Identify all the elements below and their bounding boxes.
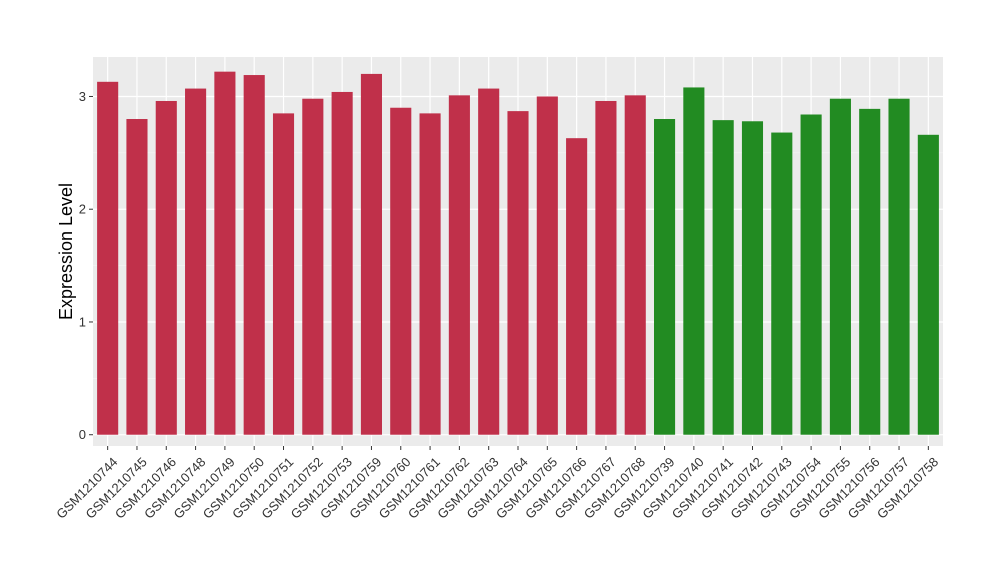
bar bbox=[419, 113, 441, 435]
bar bbox=[126, 119, 148, 435]
bar bbox=[155, 100, 177, 435]
bar bbox=[331, 91, 353, 435]
y-axis: 0 1 2 3 bbox=[79, 89, 93, 442]
bar bbox=[185, 88, 207, 435]
bar bbox=[97, 81, 119, 435]
bar bbox=[507, 111, 529, 435]
bar bbox=[829, 98, 851, 435]
bar bbox=[302, 98, 324, 435]
bar bbox=[917, 134, 939, 435]
bar bbox=[478, 88, 500, 435]
bar bbox=[683, 87, 705, 435]
y-tick-label: 1 bbox=[79, 314, 86, 329]
bar bbox=[566, 138, 588, 435]
bar bbox=[360, 73, 382, 435]
y-axis-title: Expression Level bbox=[56, 183, 76, 320]
y-tick-label: 0 bbox=[79, 427, 86, 442]
bar bbox=[214, 71, 236, 435]
bar bbox=[595, 100, 617, 435]
bar bbox=[859, 108, 881, 435]
bar bbox=[654, 119, 676, 435]
bar bbox=[243, 75, 265, 435]
bar bbox=[741, 121, 764, 435]
bar bbox=[712, 120, 734, 435]
bar bbox=[624, 95, 646, 435]
y-tick-label: 2 bbox=[79, 202, 86, 217]
bar bbox=[448, 95, 470, 435]
bar bbox=[272, 113, 295, 435]
bar bbox=[536, 96, 558, 435]
x-axis: GSM1210744GSM1210745GSM1210746GSM1210748… bbox=[53, 446, 941, 522]
y-tick-label: 3 bbox=[79, 89, 86, 104]
bars bbox=[97, 71, 939, 435]
bar bbox=[390, 107, 412, 435]
bar bbox=[771, 132, 793, 435]
bar bbox=[800, 114, 822, 435]
bar bbox=[888, 98, 910, 435]
